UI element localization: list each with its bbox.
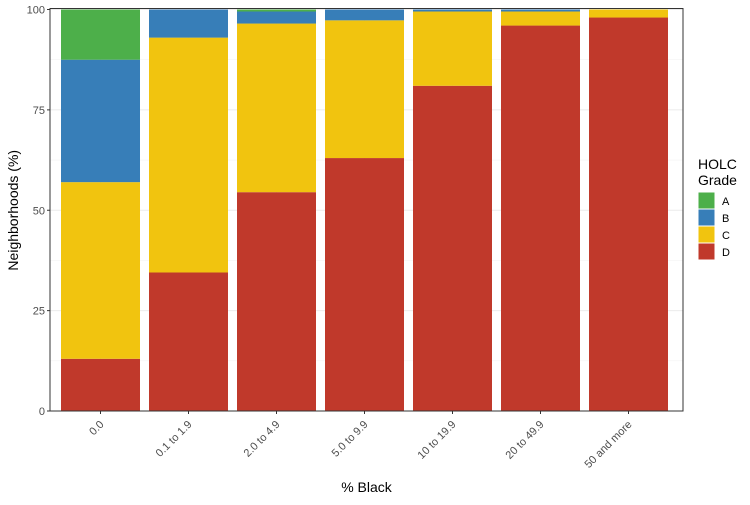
y-tick-label: 75 bbox=[33, 105, 45, 117]
x-tick-label: 2.0 to 4.9 bbox=[242, 419, 283, 460]
x-axis-label: % Black bbox=[341, 479, 393, 495]
x-tick-label: 50 and more bbox=[582, 419, 634, 471]
y-tick-label: 100 bbox=[27, 5, 45, 17]
legend-label: C bbox=[722, 230, 730, 242]
bar-D-5 bbox=[501, 25, 580, 412]
x-tick-label: 20 to 49.9 bbox=[504, 419, 547, 462]
bar-D-1 bbox=[149, 272, 228, 411]
bar-B-5 bbox=[501, 9, 580, 12]
bar-C-2 bbox=[237, 23, 316, 193]
legend-title: HOLC bbox=[698, 156, 737, 172]
y-axis-label: Neighborhoods (%) bbox=[5, 150, 21, 271]
legend-label: D bbox=[722, 247, 730, 259]
bar-A-0 bbox=[61, 9, 140, 60]
legend-swatch-C bbox=[697, 225, 716, 244]
legend-swatch-D bbox=[697, 242, 716, 261]
x-tick-label: 5.0 to 9.9 bbox=[330, 419, 371, 460]
bar-C-1 bbox=[149, 37, 228, 273]
y-tick-label: 0 bbox=[39, 406, 45, 418]
legend-swatch-A bbox=[697, 191, 716, 210]
bar-D-2 bbox=[237, 192, 316, 411]
x-tick-label: 0.1 to 1.9 bbox=[154, 419, 195, 460]
legend-label: A bbox=[722, 196, 730, 208]
bar-D-6 bbox=[589, 17, 668, 412]
bar-B-3 bbox=[325, 9, 404, 21]
legend-title: Grade bbox=[698, 172, 737, 188]
bar-D-0 bbox=[61, 358, 140, 411]
bar-B-0 bbox=[61, 59, 140, 183]
bar-B-2 bbox=[237, 11, 316, 24]
bar-B-4 bbox=[413, 9, 492, 12]
bar-C-6 bbox=[589, 9, 668, 18]
x-tick-label: 10 to 19.9 bbox=[416, 419, 459, 462]
bar-C-5 bbox=[501, 11, 580, 26]
legend-label: B bbox=[722, 213, 729, 225]
bar-D-3 bbox=[325, 158, 404, 411]
y-tick-label: 25 bbox=[33, 306, 45, 318]
x-tick-label: 0.0 bbox=[87, 419, 106, 438]
bar-C-0 bbox=[61, 182, 140, 359]
bar-C-3 bbox=[325, 20, 404, 159]
bar-D-4 bbox=[413, 85, 492, 411]
bar-C-4 bbox=[413, 11, 492, 86]
legend-swatch-B bbox=[697, 208, 716, 227]
y-tick-label: 50 bbox=[33, 205, 45, 217]
bar-B-1 bbox=[149, 9, 228, 38]
bar-A-2 bbox=[237, 9, 316, 12]
